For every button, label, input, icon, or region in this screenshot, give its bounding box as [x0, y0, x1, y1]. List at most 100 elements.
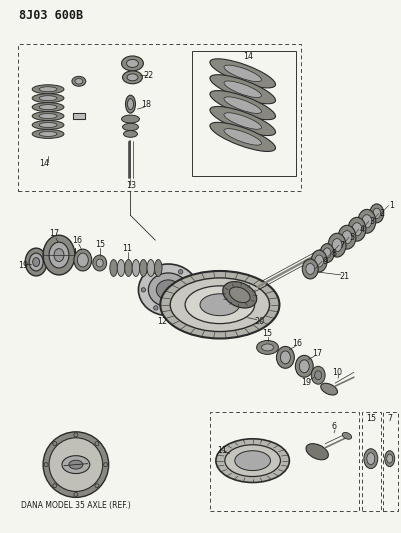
Ellipse shape: [338, 225, 356, 249]
Ellipse shape: [25, 248, 47, 276]
Ellipse shape: [93, 255, 107, 271]
Text: 16: 16: [72, 236, 82, 245]
Ellipse shape: [147, 260, 155, 277]
Ellipse shape: [224, 128, 261, 145]
Text: 4: 4: [359, 225, 365, 234]
Ellipse shape: [74, 249, 92, 271]
Ellipse shape: [75, 78, 83, 84]
Ellipse shape: [210, 107, 275, 135]
Ellipse shape: [210, 91, 275, 120]
Circle shape: [141, 288, 146, 292]
Ellipse shape: [320, 244, 334, 263]
Text: 7: 7: [387, 415, 392, 423]
Circle shape: [104, 463, 107, 466]
Ellipse shape: [123, 71, 142, 84]
Ellipse shape: [223, 281, 257, 308]
Ellipse shape: [224, 113, 261, 130]
Ellipse shape: [302, 259, 318, 279]
Ellipse shape: [210, 75, 275, 104]
Ellipse shape: [39, 87, 57, 92]
Ellipse shape: [315, 255, 324, 267]
Ellipse shape: [306, 263, 315, 274]
Ellipse shape: [225, 445, 280, 477]
Circle shape: [44, 463, 48, 466]
Ellipse shape: [128, 99, 134, 110]
Circle shape: [74, 492, 78, 496]
Ellipse shape: [39, 132, 57, 136]
Text: 19: 19: [301, 378, 311, 387]
Ellipse shape: [261, 344, 273, 351]
Ellipse shape: [126, 95, 136, 113]
Text: 12: 12: [157, 317, 167, 326]
Ellipse shape: [72, 76, 86, 86]
Ellipse shape: [224, 97, 261, 114]
Text: 9: 9: [322, 256, 328, 265]
Ellipse shape: [235, 451, 271, 471]
Ellipse shape: [328, 233, 346, 257]
Ellipse shape: [125, 260, 132, 277]
Bar: [18, 44, 301, 190]
Ellipse shape: [77, 253, 88, 267]
Ellipse shape: [362, 215, 372, 228]
Text: 22: 22: [143, 71, 154, 80]
Bar: [192, 52, 296, 176]
Text: 16: 16: [292, 339, 302, 348]
Circle shape: [53, 441, 57, 446]
Ellipse shape: [200, 294, 240, 316]
Text: 15: 15: [263, 329, 273, 338]
Ellipse shape: [216, 439, 290, 482]
Text: 8: 8: [332, 248, 336, 257]
Ellipse shape: [122, 115, 140, 123]
Ellipse shape: [32, 111, 64, 120]
Ellipse shape: [160, 271, 279, 338]
Ellipse shape: [96, 259, 103, 267]
Ellipse shape: [138, 264, 198, 316]
Ellipse shape: [39, 104, 57, 110]
Circle shape: [178, 270, 183, 274]
Circle shape: [154, 270, 158, 274]
Circle shape: [178, 306, 183, 310]
Text: 17: 17: [312, 349, 322, 358]
Ellipse shape: [385, 451, 395, 466]
Ellipse shape: [32, 130, 64, 139]
Ellipse shape: [127, 60, 138, 67]
Ellipse shape: [117, 260, 125, 277]
Text: 1: 1: [389, 201, 394, 210]
Ellipse shape: [342, 432, 352, 439]
Ellipse shape: [32, 94, 64, 103]
Ellipse shape: [224, 65, 261, 82]
Text: 15: 15: [366, 415, 376, 423]
Ellipse shape: [315, 371, 322, 379]
Ellipse shape: [348, 217, 366, 241]
Ellipse shape: [127, 74, 138, 81]
Ellipse shape: [367, 453, 375, 465]
Bar: [362, 412, 381, 511]
Ellipse shape: [32, 257, 40, 266]
Text: 7: 7: [340, 240, 344, 249]
Ellipse shape: [311, 366, 325, 384]
Circle shape: [74, 433, 78, 437]
Text: 21: 21: [339, 272, 349, 281]
Ellipse shape: [358, 209, 376, 233]
Text: 14: 14: [39, 159, 49, 168]
Ellipse shape: [311, 250, 327, 272]
Ellipse shape: [39, 123, 57, 127]
Ellipse shape: [170, 278, 269, 332]
Ellipse shape: [370, 204, 384, 223]
Text: 11: 11: [217, 446, 227, 455]
Text: 18: 18: [142, 100, 152, 109]
Ellipse shape: [148, 273, 188, 306]
Ellipse shape: [332, 239, 342, 252]
Text: 19: 19: [18, 261, 28, 270]
Ellipse shape: [224, 81, 261, 98]
Ellipse shape: [323, 248, 331, 259]
Ellipse shape: [257, 341, 278, 354]
Text: 8J03 600B: 8J03 600B: [19, 9, 83, 22]
Text: 10: 10: [332, 368, 342, 377]
Ellipse shape: [54, 248, 64, 262]
Ellipse shape: [342, 231, 352, 244]
Ellipse shape: [280, 351, 290, 364]
Ellipse shape: [321, 383, 338, 395]
Bar: [210, 412, 359, 511]
Ellipse shape: [43, 235, 75, 275]
